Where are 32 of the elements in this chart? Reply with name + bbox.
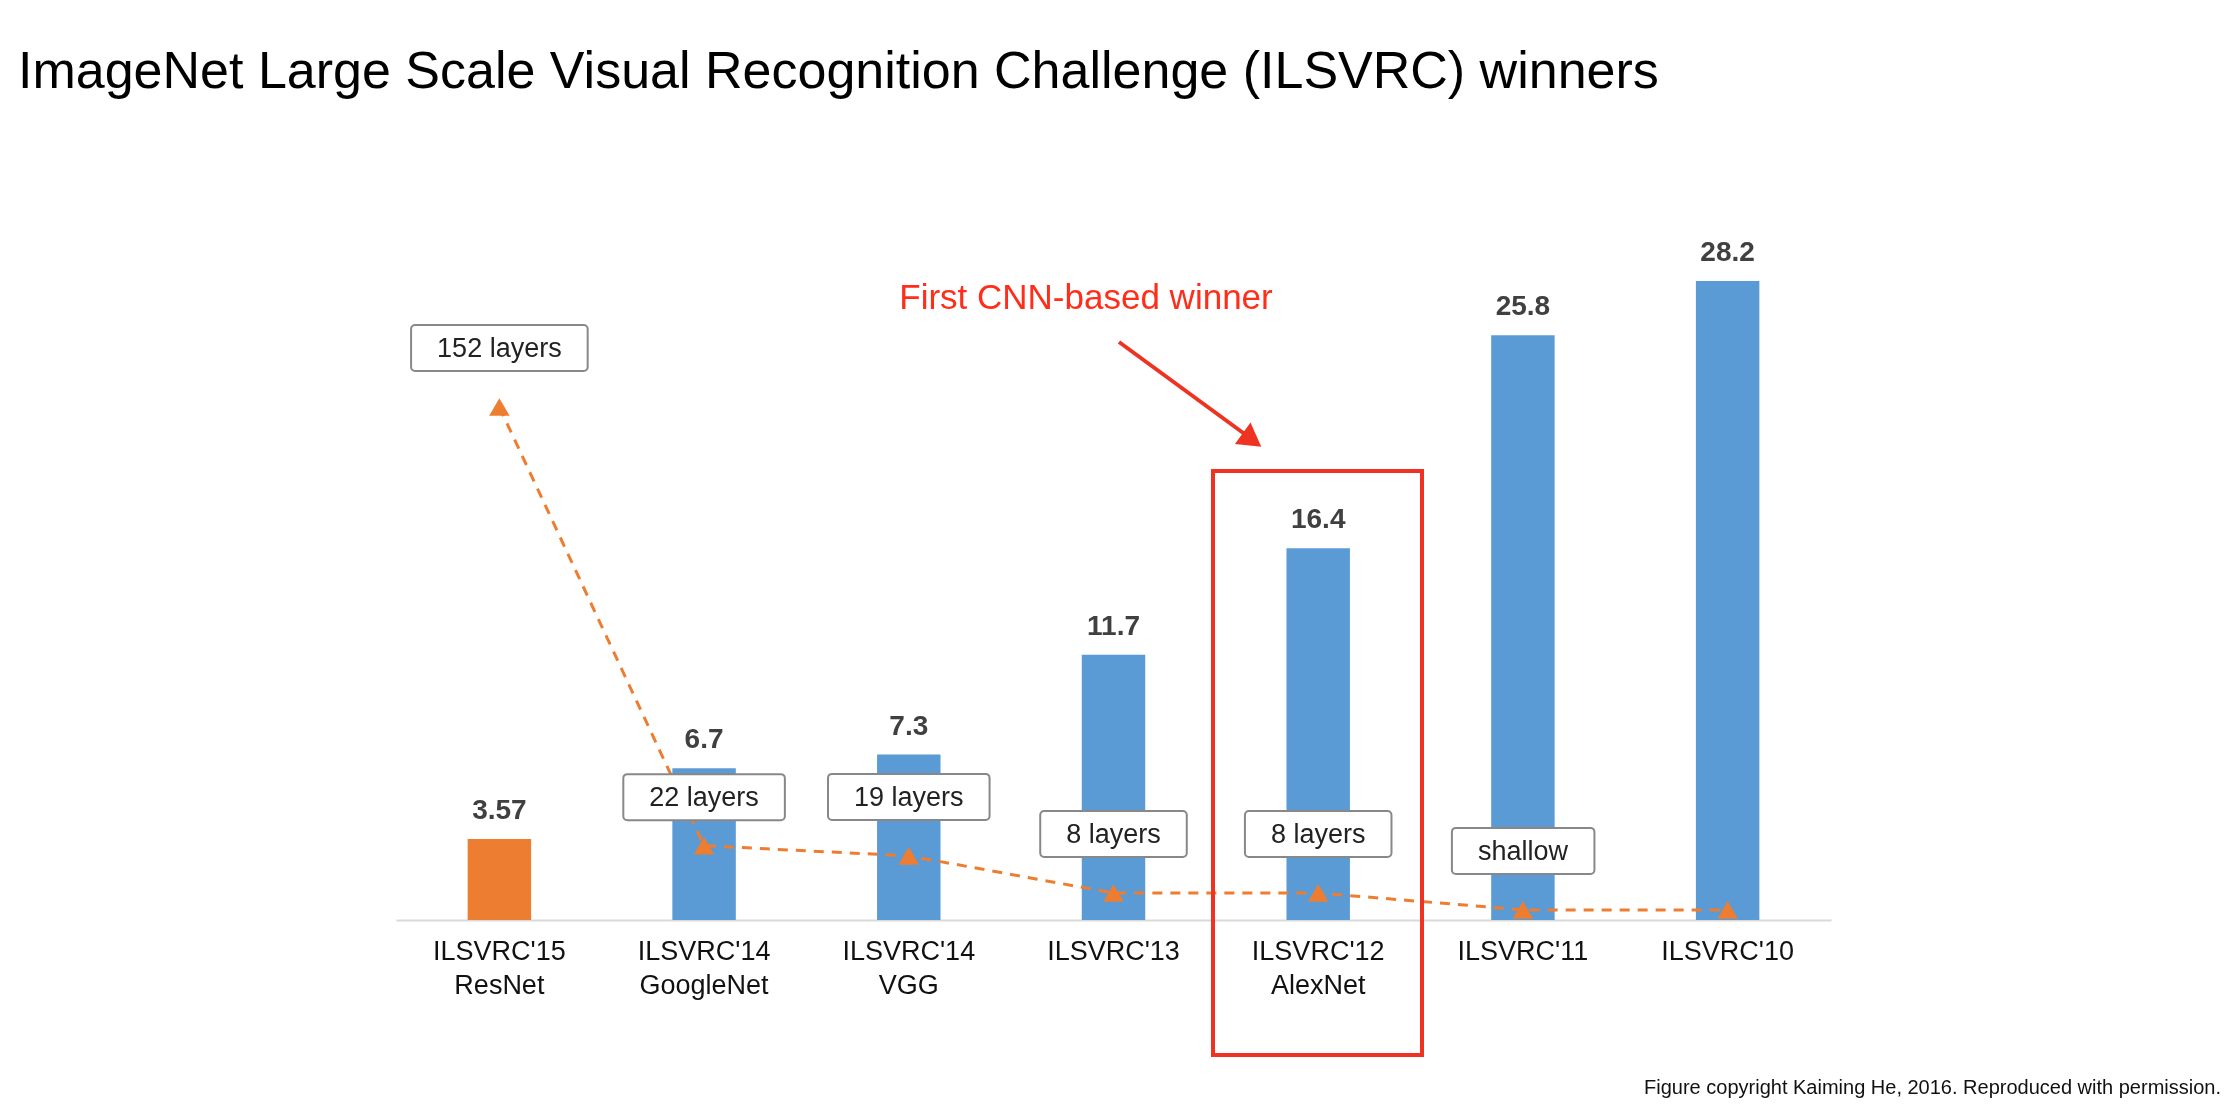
point: [1717, 901, 1738, 919]
x-tick-label: ILSVRC'14 GoogleNet: [637, 935, 771, 1000]
chart-title: ImageNet Large Scale Visual Recognition Challenge (ILSVRC) winners: [18, 40, 1659, 99]
point: [1103, 884, 1124, 902]
data-label: 8 layers: [1270, 819, 1366, 849]
x-tick-label: ILSVRC'14 VGG: [842, 935, 976, 1000]
point: [489, 398, 510, 416]
x-tick-label: ILSVRC'10: [1661, 935, 1794, 966]
data-label: 19 layers: [854, 781, 964, 812]
data-label: 22 layers: [649, 782, 759, 813]
data-label: 6.7: [684, 723, 724, 755]
point: [898, 847, 920, 865]
x-tick-label: ILSVRC'11: [1457, 935, 1589, 966]
data-label: 28.2: [1700, 235, 1755, 267]
point: [1512, 901, 1534, 919]
x-tick-label: ILSVRC'13: [1047, 935, 1180, 966]
x-tick-label: ILSVRC'12 AlexNet: [1251, 935, 1385, 1000]
x-tick-label: ILSVRC'15 ResNet: [433, 935, 566, 1000]
data-label: shallow: [1477, 835, 1569, 866]
data-label: 11.7: [1087, 609, 1140, 641]
data-label: 3.57: [472, 794, 527, 826]
data-label: 16.4: [1290, 503, 1346, 535]
annotation: First CNN-based winner: [899, 277, 1274, 316]
text: Figure copyright Kaiming He, 2016. Reproduced with permission.: [1644, 1076, 2221, 1098]
bar: [467, 839, 532, 920]
data-label: 152 layers: [437, 333, 562, 363]
bar: [1695, 280, 1760, 920]
point: [693, 836, 715, 855]
point: [1307, 884, 1329, 902]
data-label: 25.8: [1495, 290, 1551, 322]
data-label: 8 layers: [1066, 819, 1161, 849]
data-label: 7.3: [889, 709, 929, 741]
